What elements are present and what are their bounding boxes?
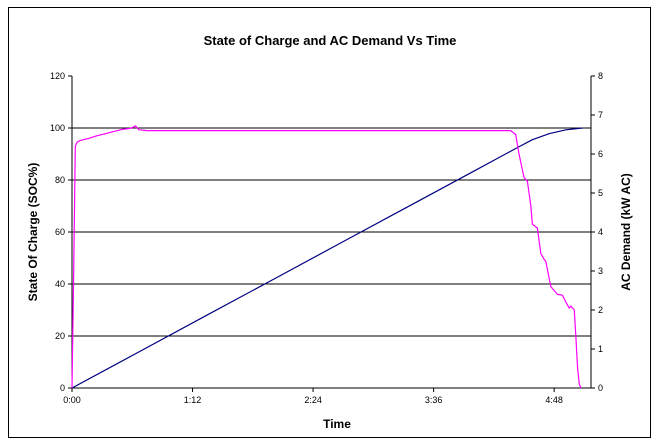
- chart-title: State of Charge and AC Demand Vs Time: [204, 33, 457, 48]
- right-tick-label-6: 6: [598, 149, 603, 159]
- right-tick-label-7: 7: [598, 110, 603, 120]
- left-tick-label-120: 120: [50, 71, 65, 81]
- ac-demand-line: [71, 125, 582, 389]
- soc-line: [71, 127, 583, 389]
- left-tick-label-0: 0: [60, 383, 65, 393]
- y-axis-title: State Of Charge (SOC%): [26, 163, 40, 302]
- left-tick-label-80: 80: [55, 175, 65, 185]
- right-tick-label-2: 2: [598, 305, 603, 315]
- left-tick-label-60: 60: [55, 227, 65, 237]
- y2-axis-title: AC Demand (kW AC): [619, 173, 633, 291]
- right-tick-label-8: 8: [598, 71, 603, 81]
- right-tick-label-1: 1: [598, 344, 603, 354]
- right-tick-label-4: 4: [598, 227, 603, 237]
- x-axis-title: Time: [323, 417, 351, 431]
- x-axis-ticks: 0:00 1:12 2:24 3:36 4:48: [63, 388, 563, 405]
- x-tick-label-2: 2:24: [304, 395, 322, 405]
- left-tick-label-40: 40: [55, 279, 65, 289]
- x-tick-label-3: 3:36: [425, 395, 443, 405]
- left-tick-label-100: 100: [50, 123, 65, 133]
- right-axis-ticks: 0 1 2 3 4 5 6 7 8: [591, 71, 603, 393]
- chart-frame: [8, 7, 651, 438]
- left-axis-ticks: 0 20 40 60 80 100 120: [50, 71, 72, 393]
- right-tick-label-3: 3: [598, 266, 603, 276]
- left-tick-label-20: 20: [55, 331, 65, 341]
- right-tick-label-5: 5: [598, 188, 603, 198]
- x-tick-label-1: 1:12: [184, 395, 202, 405]
- grid-lines: [72, 127, 591, 337]
- series-group: [71, 125, 583, 389]
- x-tick-label-4: 4:48: [545, 395, 563, 405]
- x-tick-label-0: 0:00: [63, 395, 81, 405]
- right-tick-label-0: 0: [598, 383, 603, 393]
